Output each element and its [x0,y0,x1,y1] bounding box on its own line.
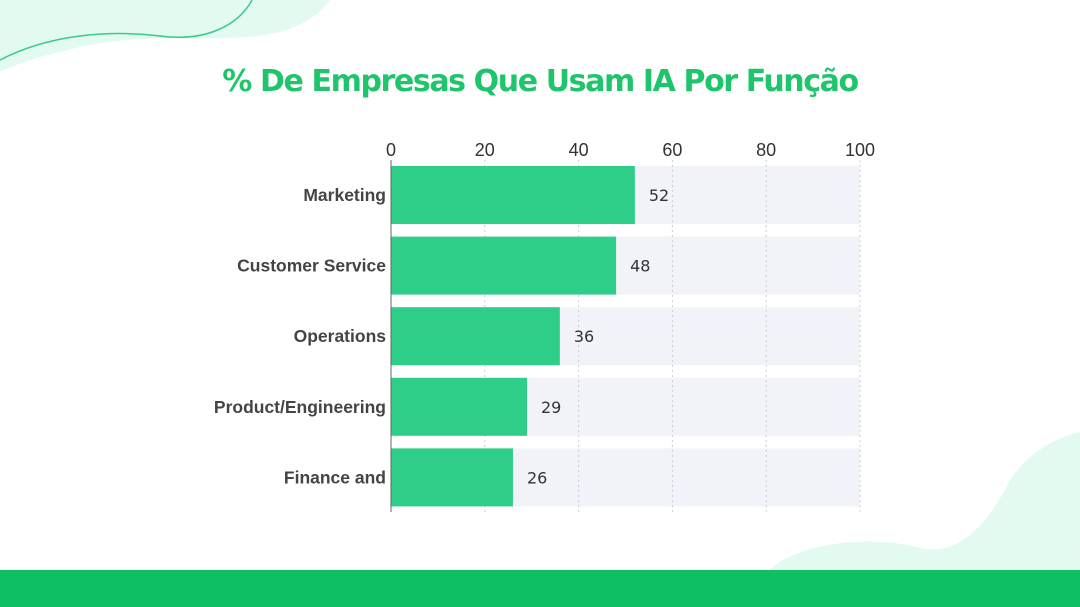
top-left-wave-line [0,0,253,61]
bar [391,236,617,295]
x-tick-label: 20 [475,140,495,160]
bar [391,166,635,224]
value-labels: 52 48 36 29 26 [527,186,669,487]
x-tick-label: 40 [569,140,589,160]
value-label: 29 [541,398,561,417]
x-axis-ticks: 0 20 40 60 80 100 [386,140,875,160]
value-label: 52 [649,186,669,205]
x-tick-label: 60 [662,140,682,160]
bars [391,166,635,507]
category-label: Operations [294,326,387,346]
category-label: Product/Engineering [214,397,386,417]
value-label: 26 [527,468,547,487]
x-tick-label: 100 [845,140,875,160]
chart-title: % De Empresas Que Usam IA Por Função [222,64,859,99]
value-label: 48 [630,257,650,276]
category-labels: Marketing Customer Service Operations Produ… [214,185,386,487]
x-tick-label: 0 [386,140,396,160]
bar [391,307,560,366]
category-label: Customer Service [237,256,386,276]
category-label: Finance and [284,467,386,487]
bar [391,448,513,507]
bar [391,377,528,436]
x-tick-label: 80 [756,140,776,160]
bottom-right-wave-shape [770,432,1080,570]
category-label: Marketing [303,185,386,205]
value-label: 36 [574,327,594,346]
footer-bar [0,570,1080,607]
